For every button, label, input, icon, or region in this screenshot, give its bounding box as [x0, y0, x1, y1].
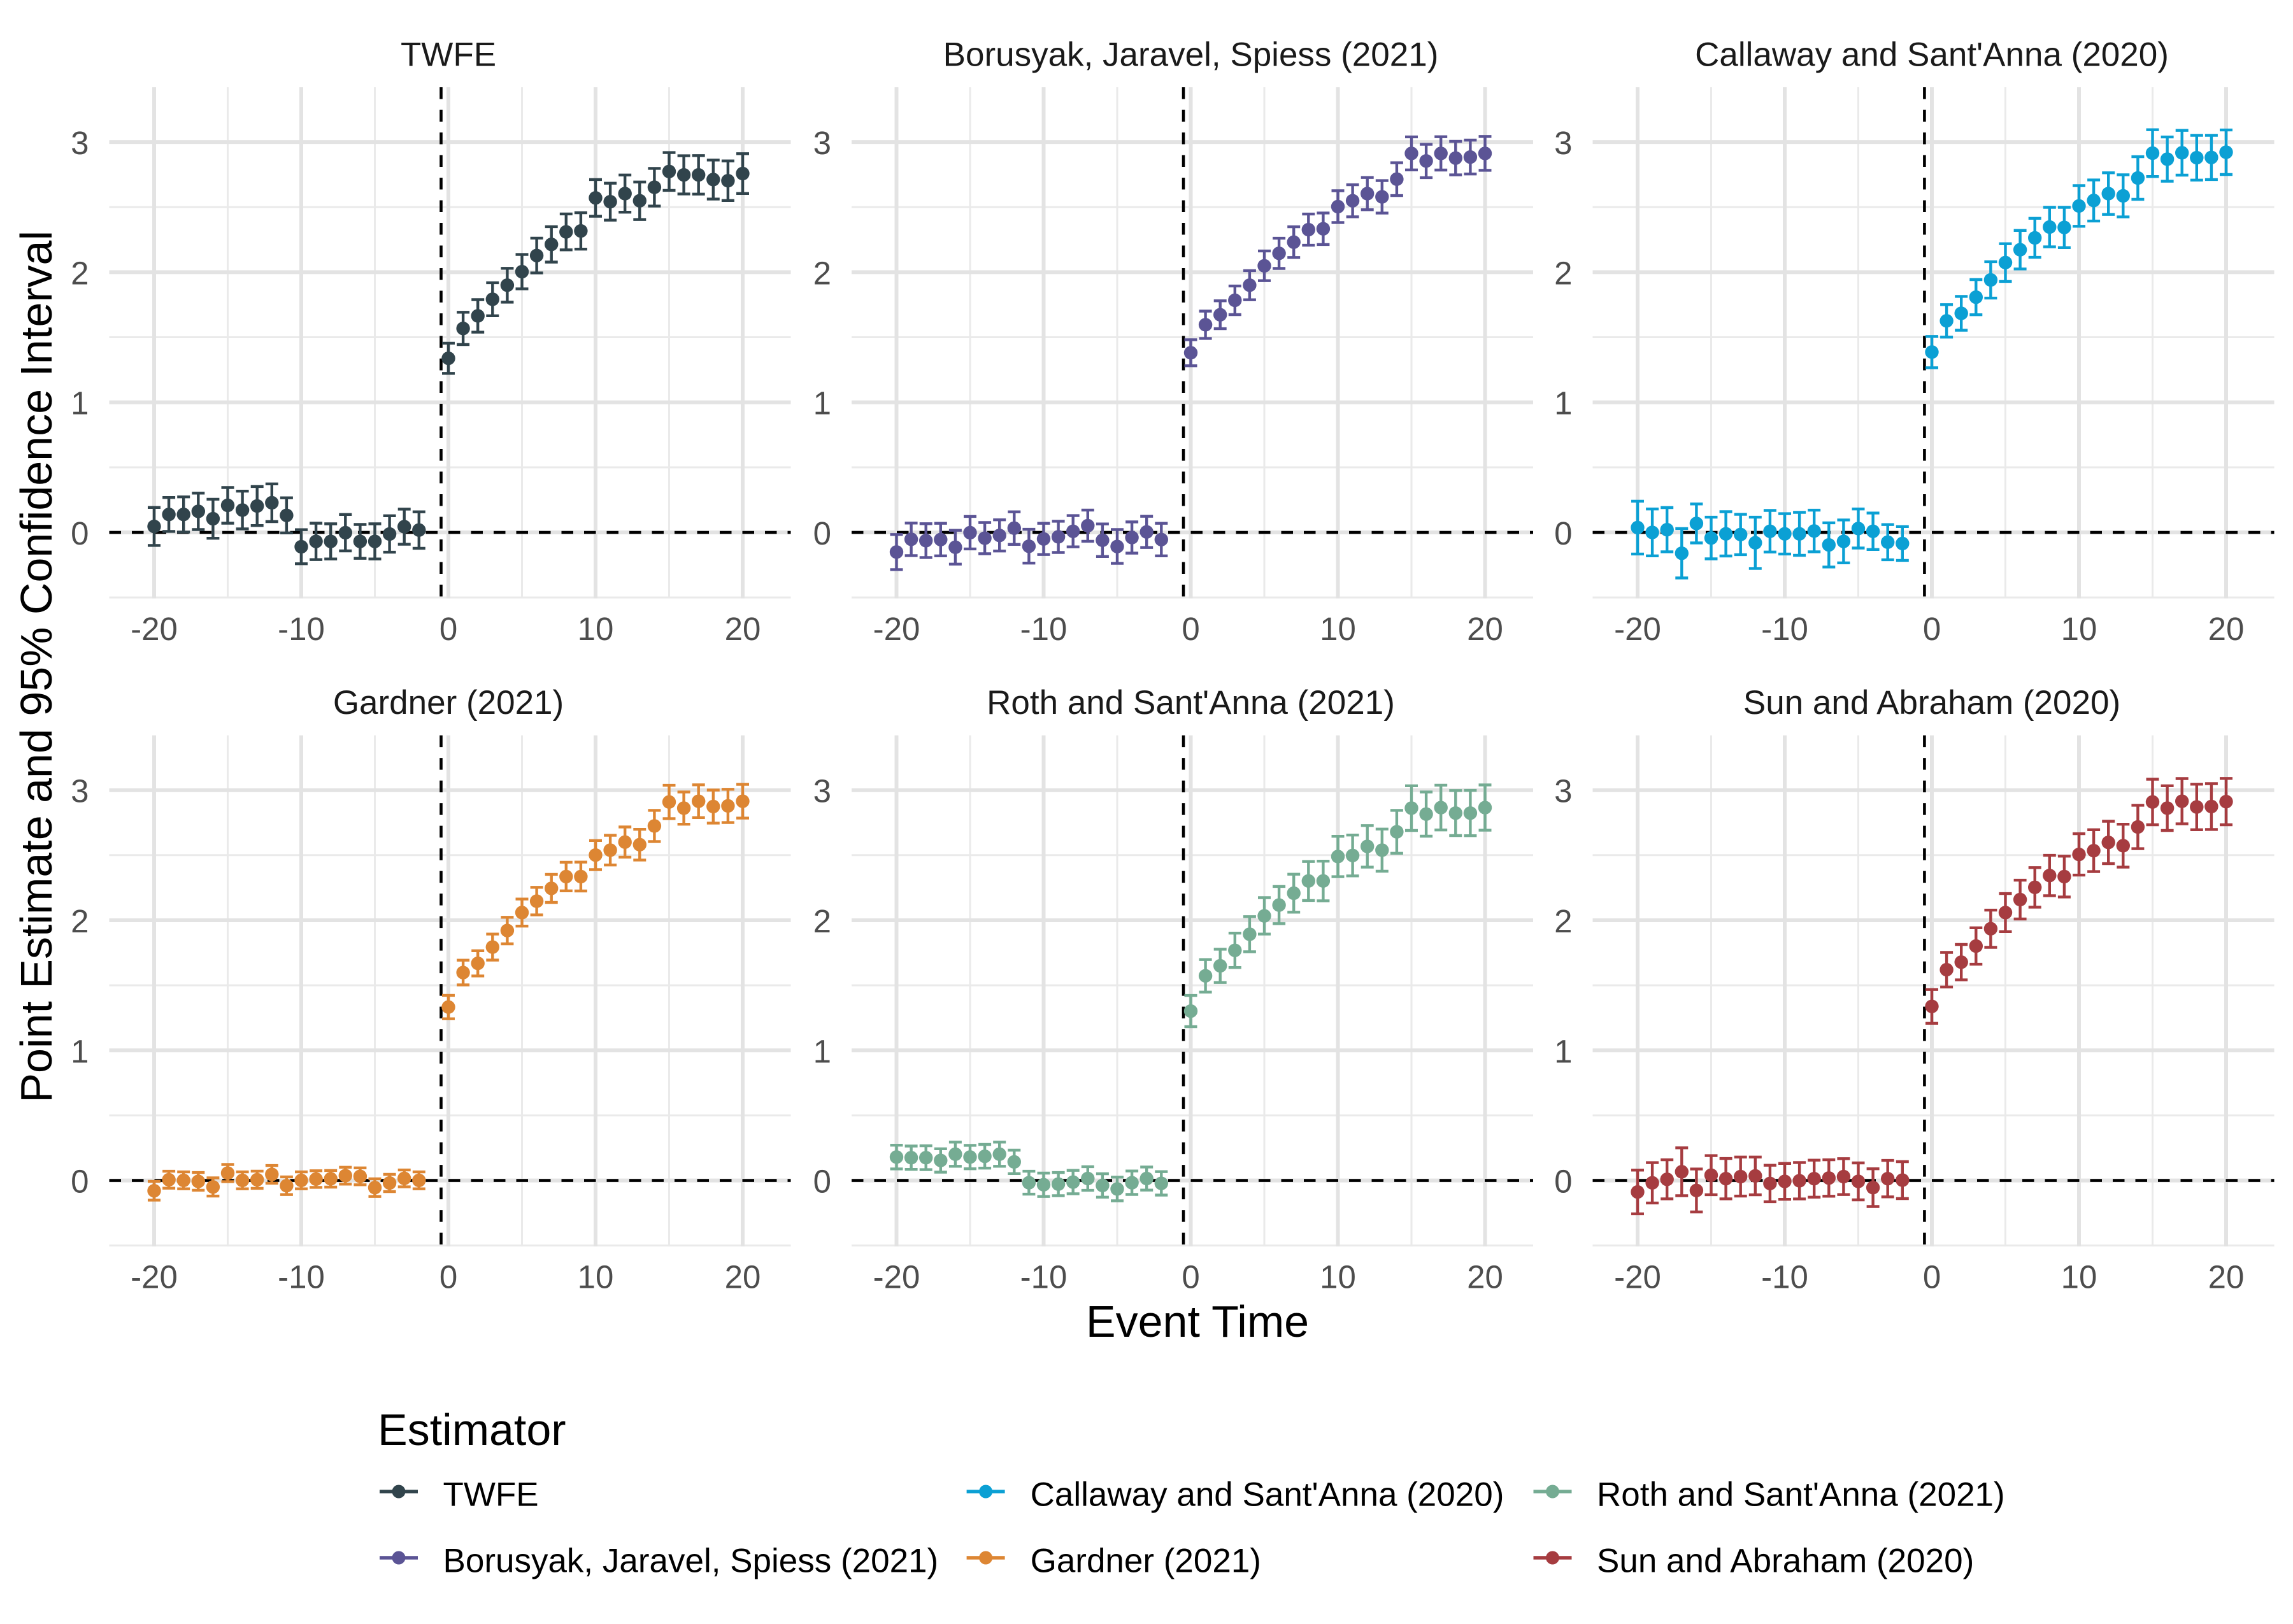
svg-text:Roth and Sant'Anna (2021): Roth and Sant'Anna (2021) — [1597, 1476, 2005, 1514]
svg-text:Sun and Abraham (2020): Sun and Abraham (2020) — [1743, 684, 2120, 722]
svg-text:20: 20 — [1467, 611, 1503, 647]
svg-text:2: 2 — [1554, 903, 1572, 939]
svg-text:20: 20 — [725, 1259, 761, 1295]
svg-text:0: 0 — [1554, 515, 1572, 552]
svg-text:1: 1 — [71, 1033, 89, 1069]
svg-text:-10: -10 — [1761, 611, 1808, 647]
svg-text:-20: -20 — [131, 611, 178, 647]
svg-text:-20: -20 — [873, 611, 920, 647]
svg-text:2: 2 — [71, 903, 89, 939]
svg-text:3: 3 — [1554, 125, 1572, 161]
svg-text:0: 0 — [439, 1259, 457, 1295]
svg-text:0: 0 — [813, 515, 831, 552]
svg-text:-10: -10 — [1020, 611, 1068, 647]
svg-text:3: 3 — [71, 773, 89, 809]
svg-text:Gardner (2021): Gardner (2021) — [1031, 1542, 1261, 1580]
svg-text:Borusyak, Jaravel, Spiess (202: Borusyak, Jaravel, Spiess (2021) — [943, 36, 1439, 74]
svg-text:20: 20 — [2208, 1259, 2245, 1295]
svg-text:10: 10 — [578, 611, 614, 647]
svg-text:-20: -20 — [131, 1259, 178, 1295]
svg-text:-10: -10 — [1020, 1259, 1068, 1295]
svg-text:Sun and Abraham (2020): Sun and Abraham (2020) — [1597, 1542, 1974, 1580]
svg-text:0: 0 — [1923, 1259, 1941, 1295]
svg-text:10: 10 — [1320, 611, 1356, 647]
svg-text:20: 20 — [725, 611, 761, 647]
svg-text:0: 0 — [1182, 611, 1199, 647]
svg-text:Event Time: Event Time — [1086, 1297, 1309, 1346]
svg-text:3: 3 — [71, 125, 89, 161]
svg-text:2: 2 — [813, 255, 831, 291]
svg-text:1: 1 — [1554, 1033, 1572, 1069]
svg-text:0: 0 — [1554, 1164, 1572, 1200]
svg-text:TWFE: TWFE — [401, 36, 496, 74]
svg-text:0: 0 — [71, 515, 89, 552]
svg-text:0: 0 — [71, 1164, 89, 1200]
svg-text:2: 2 — [1554, 255, 1572, 291]
svg-text:3: 3 — [813, 773, 831, 809]
svg-text:10: 10 — [2061, 611, 2097, 647]
svg-text:2: 2 — [71, 255, 89, 291]
svg-text:0: 0 — [813, 1164, 831, 1200]
svg-text:20: 20 — [1467, 1259, 1503, 1295]
svg-text:-20: -20 — [1614, 1259, 1661, 1295]
svg-text:Callaway and Sant'Anna (2020): Callaway and Sant'Anna (2020) — [1695, 36, 2169, 74]
svg-text:20: 20 — [2208, 611, 2245, 647]
svg-text:TWFE: TWFE — [443, 1476, 539, 1514]
svg-text:-10: -10 — [278, 1259, 325, 1295]
svg-text:1: 1 — [813, 1033, 831, 1069]
svg-text:-20: -20 — [1614, 611, 1661, 647]
svg-text:0: 0 — [1182, 1259, 1199, 1295]
svg-text:1: 1 — [1554, 385, 1572, 422]
svg-text:0: 0 — [439, 611, 457, 647]
svg-text:2: 2 — [813, 903, 831, 939]
svg-text:-10: -10 — [278, 611, 325, 647]
svg-text:1: 1 — [813, 385, 831, 422]
svg-text:Estimator: Estimator — [378, 1405, 566, 1455]
svg-text:10: 10 — [578, 1259, 614, 1295]
svg-text:-10: -10 — [1761, 1259, 1808, 1295]
svg-text:Roth and Sant'Anna (2021): Roth and Sant'Anna (2021) — [987, 684, 1395, 722]
svg-text:3: 3 — [1554, 773, 1572, 809]
svg-text:10: 10 — [2061, 1259, 2097, 1295]
svg-text:10: 10 — [1320, 1259, 1356, 1295]
svg-text:Borusyak, Jaravel, Spiess (202: Borusyak, Jaravel, Spiess (2021) — [443, 1542, 939, 1580]
svg-text:-20: -20 — [873, 1259, 920, 1295]
svg-text:Point Estimate and 95% Confide: Point Estimate and 95% Confidence Interv… — [11, 231, 61, 1103]
svg-text:1: 1 — [71, 385, 89, 422]
svg-text:3: 3 — [813, 125, 831, 161]
svg-text:0: 0 — [1923, 611, 1941, 647]
svg-text:Gardner (2021): Gardner (2021) — [333, 684, 564, 722]
svg-text:Callaway and Sant'Anna (2020): Callaway and Sant'Anna (2020) — [1031, 1476, 1504, 1514]
